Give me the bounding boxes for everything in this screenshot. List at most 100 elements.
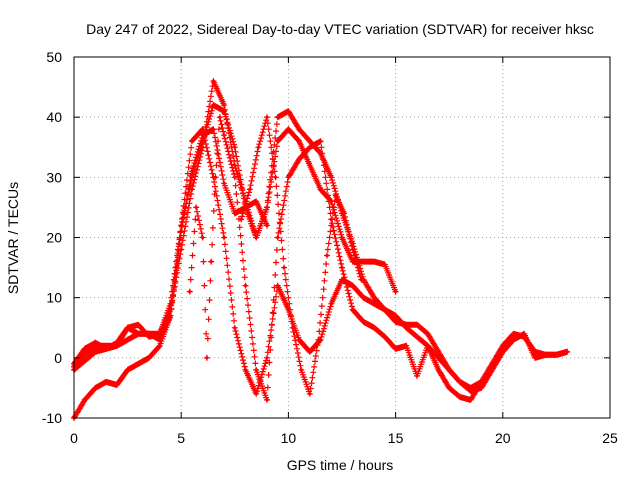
data-point [190,188,193,191]
data-point [469,398,472,401]
series-markers [71,126,570,421]
data-point [137,362,140,365]
data-point [298,140,301,143]
data-point [287,128,290,131]
data-point [137,323,140,326]
data-point [523,332,526,335]
data-point [201,128,204,131]
data-point [287,110,290,113]
data-point [394,347,397,350]
data-point [437,368,440,371]
data-point [383,263,386,266]
data-point [343,212,346,215]
data-point [94,386,97,389]
data-point [105,380,108,383]
data-point [308,146,311,149]
data-point [126,368,129,371]
data-point [265,206,268,209]
data-point [373,260,376,263]
data-point [274,176,277,179]
series-track-3 [71,78,570,391]
data-point [394,314,397,317]
x-tick-label: 25 [602,430,618,446]
data-point [291,326,294,329]
chart: 0 5 10 15 20 25 -10 0 10 20 30 40 50 Day 247 of 2022… [0,0,640,480]
data-point [555,353,558,356]
data-point [276,116,279,119]
data-point [298,128,301,131]
data-point [373,302,376,305]
data-point [351,248,354,251]
data-point [147,356,150,359]
data-point [265,116,268,119]
data-point [330,176,333,179]
data-point [218,116,221,119]
data-point [351,284,354,287]
data-point [83,353,86,356]
data-point [201,146,204,149]
data-point [223,104,226,107]
data-point [83,347,86,350]
data-point [210,260,213,263]
data-point [201,236,204,239]
y-tick-label: -10 [42,410,62,426]
data-point [233,212,236,215]
data-point [308,140,311,143]
data-point [340,266,343,269]
data-point [276,140,279,143]
data-point [383,308,386,311]
data-point [415,323,418,326]
series-markers [71,126,270,367]
data-point [126,326,129,329]
data-point [340,236,343,239]
data-point [298,158,301,161]
data-point [360,278,363,281]
data-point [223,236,226,239]
data-point [458,380,461,383]
data-point [394,290,397,293]
data-point [180,248,183,251]
data-point [512,332,515,335]
data-point [448,368,451,371]
data-point [383,335,386,338]
y-tick-label: 0 [54,350,62,366]
data-point [405,326,408,329]
data-point [308,350,311,353]
data-point [212,80,215,83]
data-point [105,347,108,350]
data-point [317,338,320,341]
data-point [362,296,365,299]
y-axis-label: SDTVAR / TECUs [5,182,21,294]
data-point [373,326,376,329]
data-point [115,344,118,347]
data-point [448,386,451,389]
y-tick-label: 40 [46,109,62,125]
data-point [158,344,161,347]
data-point [325,254,328,257]
data-point [300,368,303,371]
x-axis-label: GPS time / hours [287,457,394,473]
data-point [180,224,183,227]
data-point [205,356,208,359]
data-point [257,146,260,149]
y-tick-label: 50 [46,49,62,65]
data-point [94,350,97,353]
data-point [169,314,172,317]
data-point [469,389,472,392]
data-point [544,353,547,356]
y-tick-label: 30 [46,169,62,185]
data-point [362,260,365,263]
data-point [190,140,193,143]
tick-layer: 0 5 10 15 20 25-1001020304050 [42,49,618,446]
data-point [188,290,191,293]
data-point [308,392,311,395]
data-point [480,380,483,383]
data-point [283,266,286,269]
data-point [276,236,279,239]
data-point [233,326,236,329]
data-point [330,302,333,305]
data-point [255,236,258,239]
y-tick-label: 10 [46,290,62,306]
data-point [287,176,290,179]
x-tick-label: 0 [70,430,78,446]
